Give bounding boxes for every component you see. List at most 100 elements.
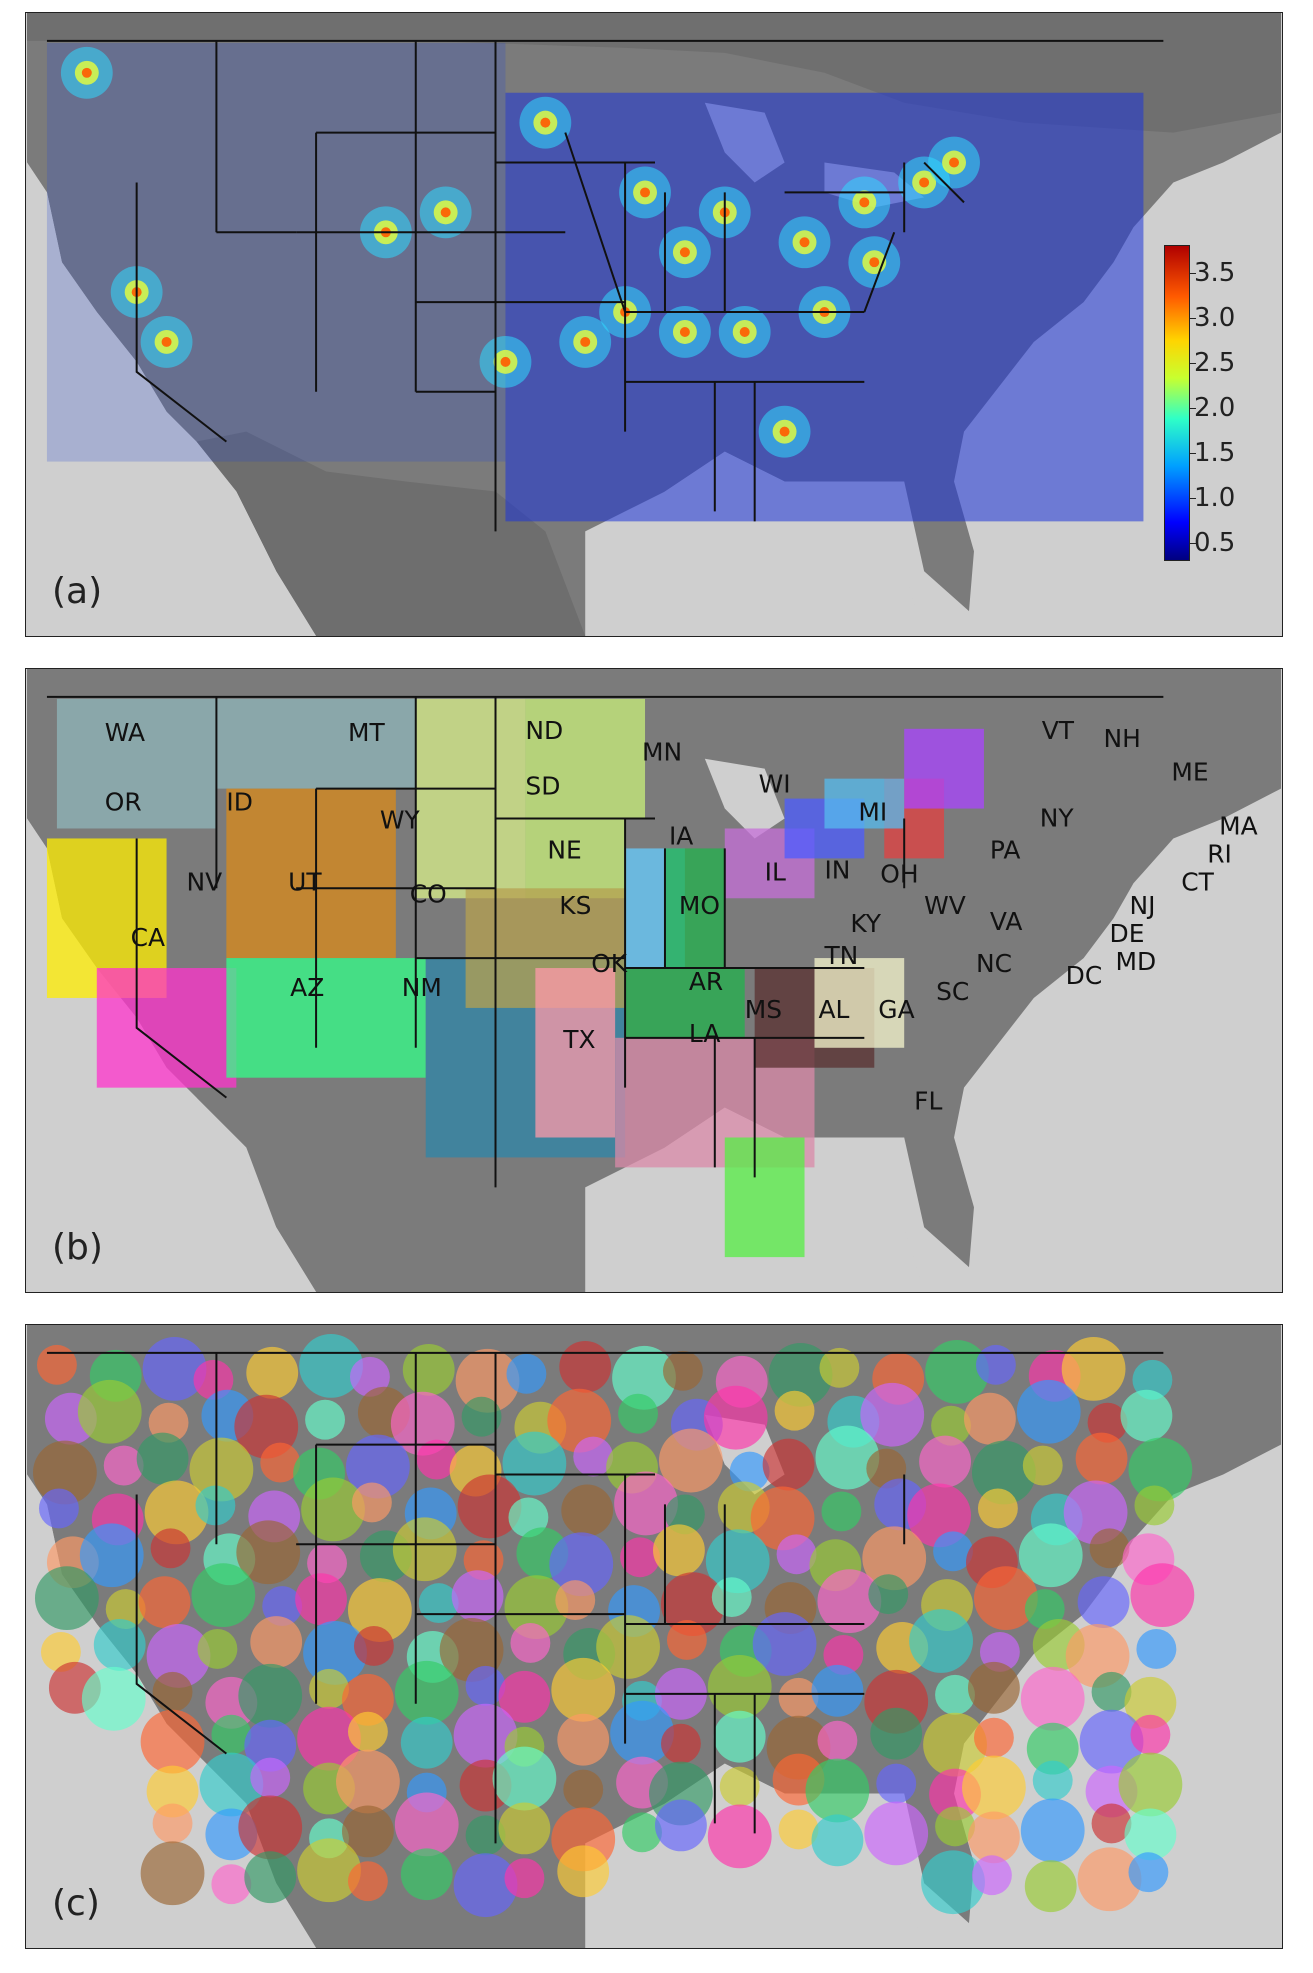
map-blob xyxy=(93,1619,146,1671)
map-blob xyxy=(614,1471,678,1536)
map-blob xyxy=(870,1707,923,1760)
map-blob xyxy=(653,1524,705,1577)
map-blob xyxy=(573,1436,614,1477)
map-blob xyxy=(819,1347,860,1388)
map-blob xyxy=(1136,1629,1177,1669)
map-blob xyxy=(1020,1798,1085,1863)
map-blob xyxy=(461,1396,502,1437)
map-blob xyxy=(394,1660,459,1725)
map-blob xyxy=(498,1802,551,1855)
map-blob xyxy=(390,1391,455,1456)
map-blob xyxy=(1077,1576,1130,1629)
state-label: NV xyxy=(187,867,223,896)
state-region xyxy=(226,788,396,959)
state-label: NC xyxy=(976,949,1012,978)
map-blob xyxy=(152,1803,193,1844)
map-blob xyxy=(1032,1760,1073,1801)
map-blob xyxy=(161,336,172,347)
map-blob xyxy=(148,1402,189,1443)
map-blob xyxy=(799,237,810,248)
map-blob xyxy=(498,1670,551,1723)
map-blob xyxy=(1130,1563,1195,1628)
map-c xyxy=(27,1325,1281,1948)
map-b: WA MT ND MN VT NH ME OR ID SD WI MI NY M… xyxy=(27,669,1281,1292)
state-label: FL xyxy=(914,1087,942,1116)
map-blob xyxy=(189,1437,254,1502)
map-blob xyxy=(345,1434,410,1499)
map-blob xyxy=(679,247,690,258)
map-blob xyxy=(457,1474,522,1539)
map-blob xyxy=(1077,1847,1142,1912)
map-blob xyxy=(504,1575,569,1639)
state-label: WI xyxy=(759,770,791,799)
map-blob xyxy=(559,1340,612,1393)
map-blob xyxy=(909,1609,973,1673)
map-blob xyxy=(811,1814,864,1867)
map-blob xyxy=(79,1523,144,1588)
map-blob xyxy=(502,1431,567,1496)
state-label: ME xyxy=(1171,758,1208,787)
map-blob xyxy=(309,1668,349,1709)
map-blob xyxy=(347,1861,388,1902)
map-blob xyxy=(949,157,960,168)
state-region xyxy=(216,698,416,789)
state-label: CA xyxy=(131,923,165,952)
map-blob xyxy=(38,1488,79,1529)
map-blob xyxy=(1018,1523,1083,1588)
map-blob xyxy=(439,1618,504,1682)
colorbar-tick: 1.5 xyxy=(1189,438,1236,468)
map-blob xyxy=(622,1812,662,1853)
map-blob xyxy=(1089,1528,1130,1569)
map-blob xyxy=(660,1723,701,1764)
map-blob xyxy=(299,1333,363,1398)
map-blob xyxy=(921,1850,985,1915)
map-blob xyxy=(1024,1589,1065,1630)
map-blob xyxy=(563,1769,604,1810)
map-blob xyxy=(752,1612,817,1676)
state-label: VT xyxy=(1042,716,1075,745)
state-regions xyxy=(46,698,984,1258)
map-blob xyxy=(1075,1432,1128,1485)
state-label: OK xyxy=(591,949,628,978)
map-blob xyxy=(150,1528,191,1569)
state-label: KY xyxy=(850,909,881,938)
panel-a: 3.5 3.0 2.5 2.0 1.5 1.0 0.5 (a) xyxy=(25,12,1283,637)
map-blob xyxy=(817,1720,858,1761)
panel-label-c: (c) xyxy=(52,1883,100,1924)
map-blob xyxy=(1022,1445,1063,1486)
map-blob xyxy=(236,1520,301,1585)
map-blob xyxy=(711,1577,752,1618)
state-label: KS xyxy=(559,891,591,920)
map-blob xyxy=(416,1439,457,1480)
map-blob xyxy=(658,1428,723,1493)
map-blob xyxy=(246,1346,299,1399)
state-label: WV xyxy=(924,891,966,920)
map-blob xyxy=(103,1445,144,1486)
panel-c: (c) xyxy=(25,1324,1283,1949)
map-blob xyxy=(821,1491,862,1532)
map-blob xyxy=(295,1573,347,1626)
map-blob xyxy=(612,1345,676,1410)
state-label: OH xyxy=(880,859,918,888)
map-blob xyxy=(967,1661,1020,1714)
map-blob xyxy=(197,1629,238,1669)
map-blob xyxy=(1118,1752,1183,1817)
state-region xyxy=(525,698,646,819)
map-blob xyxy=(817,1569,882,1634)
map-blob xyxy=(1016,1379,1081,1444)
state-label: PA xyxy=(990,835,1020,864)
map-blob xyxy=(719,1766,760,1807)
map-blob xyxy=(933,1531,973,1572)
colorbar-tick: 3.5 xyxy=(1189,258,1236,288)
map-blob xyxy=(931,1405,971,1446)
map-blob xyxy=(195,1485,236,1526)
map-blob xyxy=(1079,1709,1144,1774)
colorbar-tick: 2.5 xyxy=(1189,348,1236,378)
map-blob xyxy=(77,1379,142,1444)
map-blob xyxy=(973,1717,1014,1758)
map-blob xyxy=(400,1716,453,1769)
state-label: ND xyxy=(525,716,563,745)
map-blob xyxy=(662,1350,703,1391)
map-blob xyxy=(1091,1803,1132,1844)
state-label: NJ xyxy=(1129,891,1155,920)
